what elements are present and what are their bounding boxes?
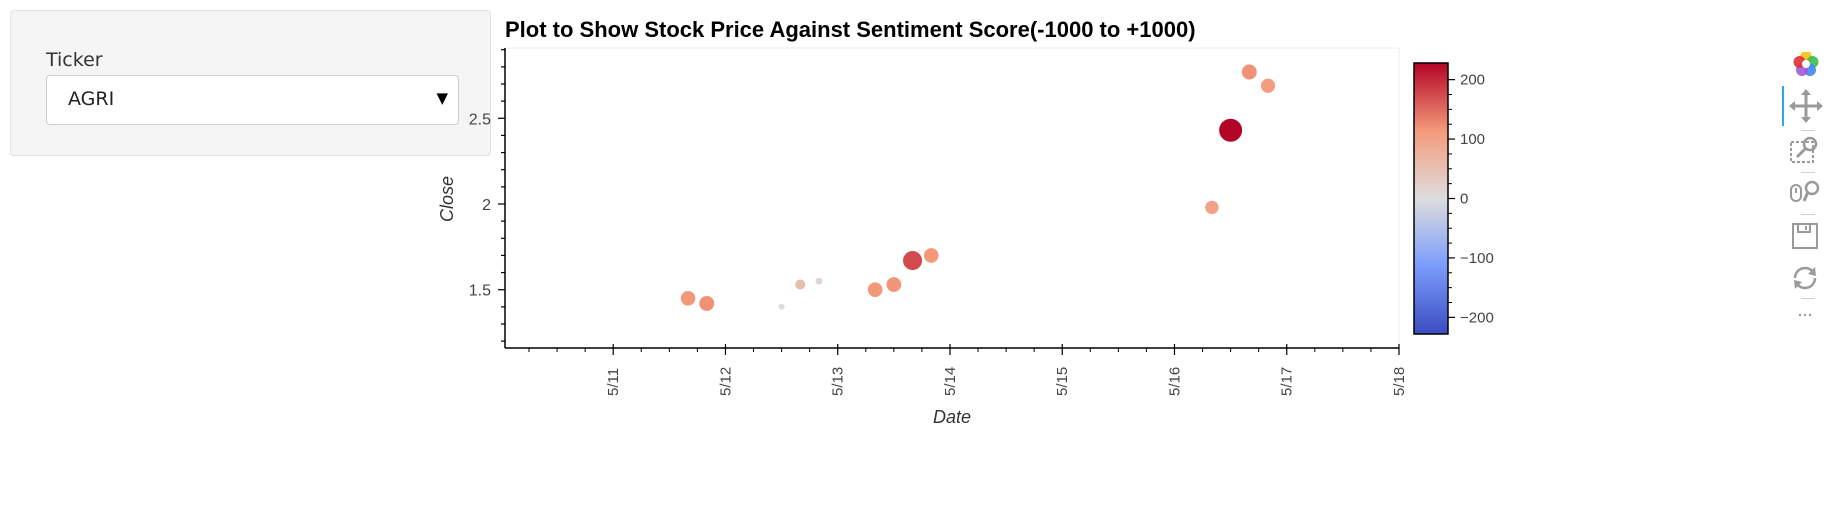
- y-tick-label: 1.5: [469, 283, 491, 300]
- x-tick-label: 5/15: [1054, 367, 1071, 396]
- scatter-points: [680, 64, 1276, 311]
- data-point: [1260, 78, 1276, 93]
- colorbar-tick-label: 200: [1460, 72, 1485, 89]
- data-point: [923, 248, 939, 263]
- toolbar-divider: [1801, 298, 1815, 299]
- colorbar-tick-label: 100: [1460, 131, 1485, 148]
- y-axis: 1.5 2 2.5: [469, 48, 506, 348]
- data-point: [1241, 64, 1257, 80]
- ticker-select-value: AGRI: [68, 88, 115, 110]
- colorbar-tick-label: −100: [1460, 250, 1494, 267]
- y-tick-label: 2: [482, 197, 491, 214]
- data-point: [680, 290, 696, 306]
- x-tick-label: 5/18: [1391, 367, 1408, 396]
- toolbar: [1782, 52, 1830, 382]
- bokeh-logo-icon[interactable]: [1782, 52, 1830, 92]
- toolbar-divider: [1801, 172, 1815, 173]
- chart-canvas: Plot to Show Stock Price Against Sentime…: [437, 17, 1494, 427]
- toolbar-divider: [1801, 130, 1815, 131]
- data-point: [1205, 200, 1219, 215]
- y-tick-label: 2.5: [469, 111, 491, 128]
- data-point: [778, 303, 785, 310]
- plot-area[interactable]: [504, 47, 1400, 349]
- widget-panel: Ticker AGRI ▼: [10, 10, 491, 156]
- colorbar-tick-label: 0: [1460, 191, 1468, 208]
- more-icon[interactable]: [1782, 300, 1830, 340]
- data-point: [886, 277, 902, 292]
- chevron-down-icon: ▼: [436, 89, 448, 107]
- x-tick-label: 5/14: [942, 367, 959, 396]
- colorbar-gradient: [1413, 62, 1449, 335]
- x-tick-label: 5/17: [1279, 367, 1296, 396]
- x-tick-label: 5/12: [717, 367, 734, 396]
- x-axis: 5/11 5/12 5/13 5/14 5/15 5/16 5/17 5/18: [505, 344, 1408, 396]
- box-zoom-icon[interactable]: [1782, 132, 1830, 172]
- wheel-zoom-icon[interactable]: [1782, 174, 1830, 214]
- data-point: [815, 277, 823, 285]
- data-point: [903, 251, 923, 271]
- data-point: [867, 282, 883, 298]
- data-point: [699, 295, 715, 311]
- x-tick-label: 5/11: [605, 368, 622, 396]
- chart-title: Plot to Show Stock Price Against Sentime…: [505, 17, 1196, 42]
- x-tick-label: 5/16: [1166, 367, 1183, 396]
- pan-icon[interactable]: [1782, 86, 1832, 126]
- ticker-label: Ticker: [46, 49, 103, 71]
- x-axis-label: Date: [933, 407, 971, 427]
- colorbar-tick-label: −200: [1460, 309, 1494, 326]
- data-point: [1219, 118, 1243, 142]
- toolbar-divider: [1801, 214, 1815, 215]
- data-point: [795, 279, 806, 290]
- colorbar: 200 100 0 −100 −200: [1413, 62, 1494, 335]
- ticker-select[interactable]: AGRI ▼: [46, 75, 459, 125]
- reset-icon[interactable]: [1782, 258, 1830, 298]
- save-icon[interactable]: [1782, 216, 1830, 256]
- x-tick-label: 5/13: [830, 367, 847, 396]
- y-axis-label: Close: [437, 176, 457, 222]
